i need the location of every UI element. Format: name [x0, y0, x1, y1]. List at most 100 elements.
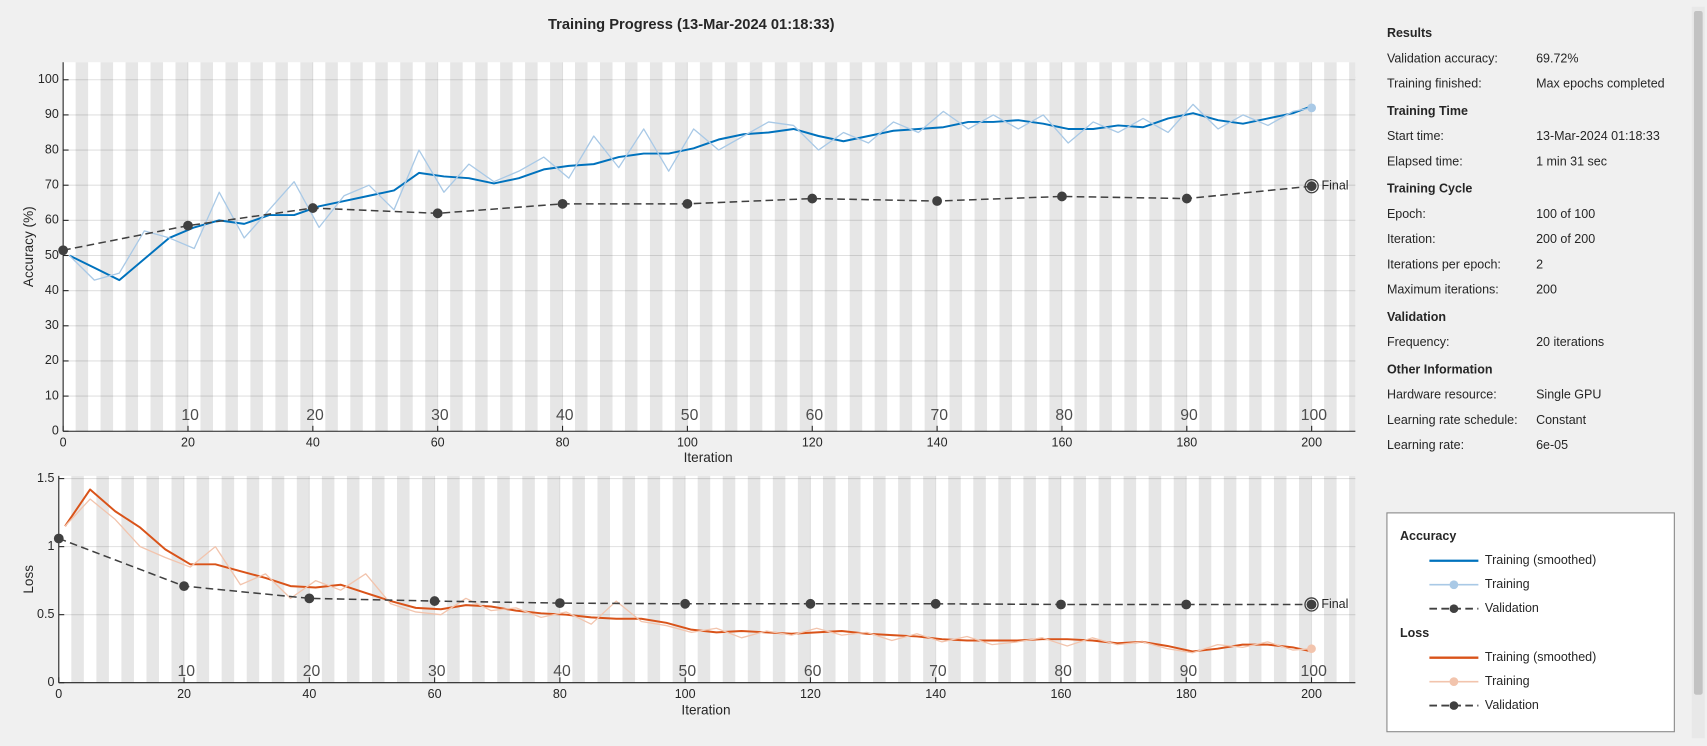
- epoch-stripe: [375, 62, 388, 432]
- legend-swatch-marker: [1449, 701, 1459, 710]
- info-label: Hardware resource:: [1387, 388, 1497, 402]
- data-point: [179, 581, 189, 592]
- epoch-stripe: [1299, 62, 1312, 432]
- x-tick-label: 80: [553, 687, 567, 701]
- x-tick-label: 20: [181, 436, 195, 450]
- epoch-stripe: [1024, 62, 1037, 432]
- info-label: Epoch:: [1387, 207, 1426, 221]
- epoch-stripe: [824, 62, 838, 432]
- epoch-stripe: [924, 62, 938, 432]
- x-tick-label: 80: [556, 436, 570, 450]
- x-tick-label: 100: [675, 687, 696, 701]
- info-value: 1 min 31 sec: [1536, 154, 1607, 168]
- final-label: Final: [1321, 178, 1348, 192]
- info-value: 69.72%: [1536, 51, 1578, 65]
- epoch-stripe: [171, 475, 185, 683]
- y-tick-label: 70: [45, 178, 59, 192]
- epoch-stripe: [325, 62, 338, 432]
- epoch-stripe: [1148, 475, 1162, 683]
- data-point: [53, 533, 64, 544]
- info-label: Start time:: [1387, 129, 1444, 143]
- y-tick-label: 0: [47, 675, 54, 689]
- epoch-tick-label: 50: [679, 663, 697, 680]
- epoch-stripe: [1099, 62, 1112, 432]
- y-tick-label: 1: [47, 539, 54, 553]
- epoch-stripe: [371, 475, 385, 683]
- x-tick-label: 140: [927, 436, 948, 450]
- y-tick-label: 50: [45, 248, 59, 262]
- info-label: Learning rate:: [1387, 438, 1464, 452]
- epoch-stripe: [1149, 62, 1162, 432]
- legend-label: Training (smoothed): [1485, 553, 1596, 567]
- epoch-tick-label: 100: [1301, 663, 1328, 680]
- epoch-stripe: [724, 62, 738, 432]
- epoch-stripe: [475, 62, 488, 432]
- data-point: [805, 598, 816, 609]
- epoch-stripe: [998, 475, 1011, 683]
- info-label: Training finished:: [1387, 77, 1482, 91]
- info-label: Maximum iterations:: [1387, 283, 1499, 297]
- epoch-stripe: [1298, 475, 1312, 683]
- epoch-stripe: [221, 475, 235, 683]
- epoch-stripe: [849, 62, 863, 432]
- data-point: [304, 593, 315, 604]
- epoch-stripe: [624, 62, 638, 432]
- epoch-stripe: [196, 475, 210, 683]
- epoch-stripe: [500, 62, 513, 432]
- series-line: [68, 105, 1313, 282]
- x-tick-label: 160: [1051, 687, 1072, 701]
- epoch-stripe: [1199, 62, 1212, 432]
- epoch-tick-label: 40: [553, 663, 571, 680]
- epoch-tick-label: 60: [804, 663, 822, 680]
- epoch-tick-label: 30: [428, 663, 446, 680]
- y-tick-label: 10: [45, 388, 59, 402]
- epoch-stripe: [1349, 475, 1356, 683]
- data-point: [554, 598, 565, 609]
- info-label: Iteration:: [1387, 232, 1436, 246]
- epoch-stripe: [774, 62, 788, 432]
- epoch-tick-label: 10: [181, 407, 199, 424]
- epoch-stripe: [999, 62, 1013, 432]
- epoch-stripe: [797, 475, 811, 683]
- epoch-stripe: [346, 475, 360, 683]
- data-point: [1307, 103, 1317, 113]
- epoch-stripe: [271, 475, 285, 683]
- epoch-tick-label: 100: [1301, 407, 1328, 424]
- epoch-stripe: [300, 62, 313, 432]
- epoch-tick-label: 90: [1180, 407, 1198, 424]
- epoch-stripe: [1049, 62, 1062, 432]
- scrollbar-thumb[interactable]: [1693, 11, 1703, 695]
- epoch-stripe: [674, 62, 688, 432]
- epoch-stripe: [1023, 475, 1036, 683]
- data-point: [307, 203, 318, 213]
- epoch-stripe: [525, 62, 538, 432]
- epoch-stripe: [1324, 475, 1337, 683]
- epoch-stripe: [1098, 475, 1112, 683]
- epoch-stripe: [647, 475, 661, 683]
- epoch-stripe: [799, 62, 813, 432]
- epoch-stripe: [400, 62, 413, 432]
- y-tick-label: 80: [45, 142, 59, 156]
- info-value: Max epochs completed: [1536, 77, 1665, 91]
- epoch-stripe: [1273, 475, 1287, 683]
- epoch-stripe: [1173, 475, 1187, 683]
- data-point: [432, 208, 443, 219]
- epoch-stripe: [572, 475, 585, 683]
- epoch-tick-label: 30: [431, 407, 449, 424]
- epoch-stripe: [699, 62, 713, 432]
- x-tick-label: 160: [1052, 436, 1073, 450]
- x-tick-label: 0: [55, 687, 62, 701]
- epoch-stripe: [1124, 62, 1137, 432]
- x-tick-label: 0: [60, 436, 67, 450]
- data-point: [1057, 191, 1067, 202]
- epoch-stripe: [522, 475, 535, 683]
- epoch-stripe: [749, 62, 763, 432]
- epoch-stripe: [1074, 62, 1087, 432]
- legend-box: [1386, 512, 1675, 733]
- epoch-stripe: [100, 62, 114, 432]
- data-point: [557, 198, 568, 209]
- epoch-stripe: [1073, 475, 1087, 683]
- legend-label: Training: [1485, 674, 1530, 688]
- data-point: [1181, 599, 1192, 610]
